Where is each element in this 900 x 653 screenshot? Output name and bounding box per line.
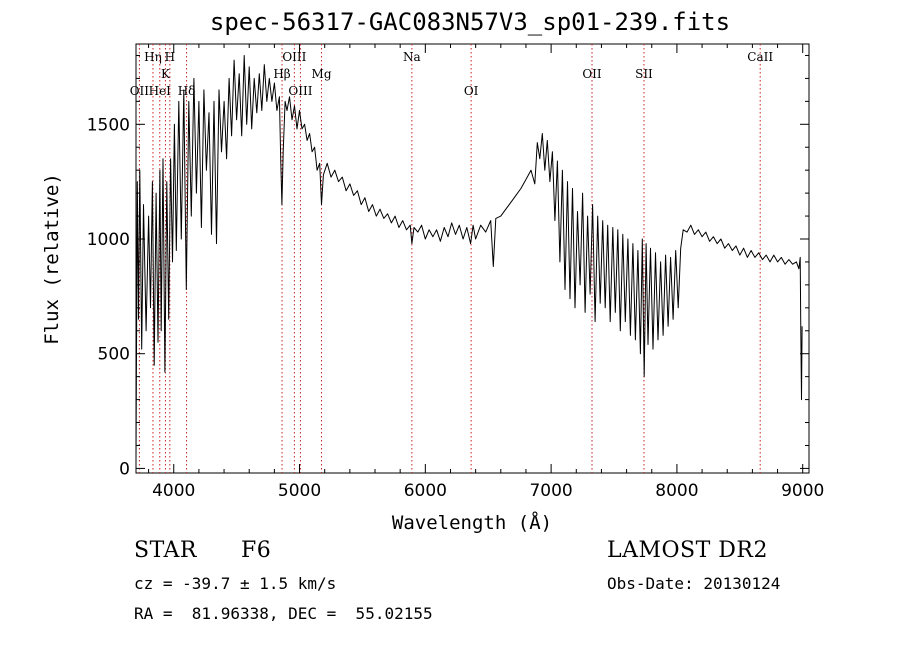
spectral-line-label: OI: [464, 84, 479, 98]
spectral-line-label: OII: [130, 84, 150, 98]
spectral-class: F6: [241, 538, 272, 563]
spectral-line-label: Hβ: [273, 67, 290, 81]
plot-frame: [135, 43, 810, 474]
x-tick-label: 8000: [655, 481, 698, 501]
survey-name: LAMOST DR2: [607, 538, 768, 563]
spectral-line-label: Hη: [144, 50, 162, 64]
spectral-line-label: Na: [403, 50, 421, 64]
y-axis-label: Flux (relative): [41, 173, 63, 345]
x-tick-label: 7000: [529, 481, 572, 501]
y-tick-label: 0: [119, 459, 130, 479]
spectral-line-label: Hδ: [178, 84, 196, 98]
object-type: STAR: [134, 538, 197, 563]
spectral-line-label: SII: [635, 67, 653, 81]
spectral-line-label: Mg: [312, 67, 332, 81]
x-tick-label: 9000: [781, 481, 824, 501]
chart-title: spec-56317-GAC083N57V3_sp01-239.fits: [210, 8, 730, 36]
y-tick-label: 1500: [87, 115, 130, 135]
spectral-line-label: OIII: [282, 50, 306, 64]
observation-date: Obs-Date: 20130124: [607, 574, 781, 593]
x-tick-label: 4000: [152, 481, 195, 501]
spectrum-series: [135, 55, 803, 460]
y-tick-label: 1000: [87, 230, 130, 250]
spectral-line-label: H: [165, 50, 175, 64]
spectrum-line: [135, 55, 803, 460]
sky-coordinates: RA = 81.96338, DEC = 55.02155: [134, 604, 433, 623]
redshift-value: cz = -39.7 ± 1.5 km/s: [134, 574, 337, 593]
spectral-line-label: CaII: [747, 50, 773, 64]
spectral-line-label: HeI: [149, 84, 172, 98]
x-axis-label: Wavelength (Å): [392, 511, 552, 534]
x-tick-label: 5000: [278, 481, 321, 501]
y-tick-label: 500: [98, 345, 130, 365]
spectral-line-label: OII: [582, 67, 602, 81]
spectral-line-label: K: [161, 67, 171, 81]
spectral-line-label: OIII: [288, 84, 312, 98]
x-tick-label: 6000: [404, 481, 447, 501]
axis-ticks: 4000 5000 6000 7000 8000 9000 0 500 1000 1500: [87, 44, 824, 501]
